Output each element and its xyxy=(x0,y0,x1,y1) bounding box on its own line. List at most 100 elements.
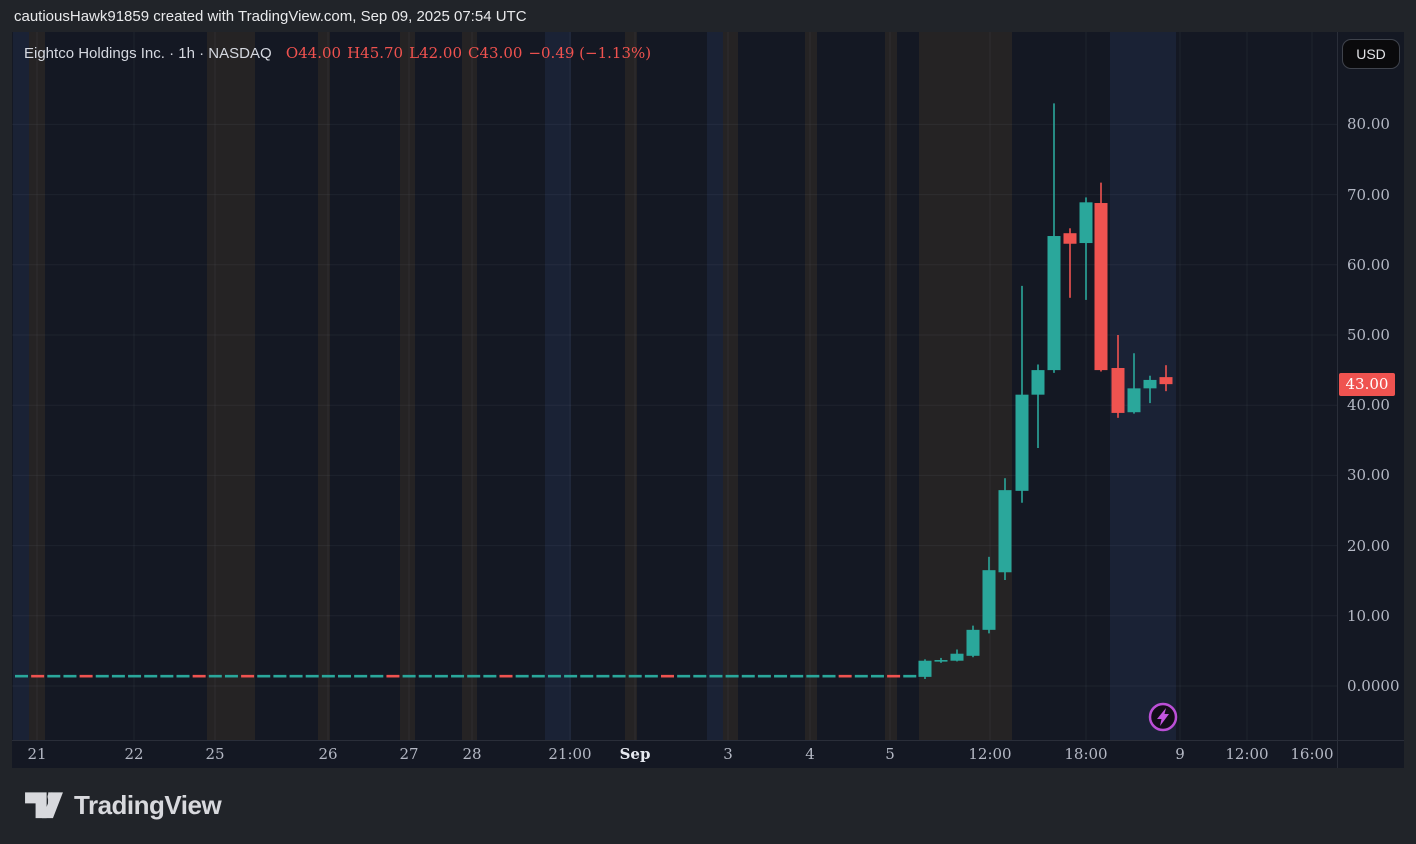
price-dash xyxy=(790,674,804,678)
price-dash xyxy=(47,674,61,678)
price-dash xyxy=(661,674,674,678)
candle-body xyxy=(1063,233,1077,244)
price-dash xyxy=(693,674,707,678)
price-tick-label: 80.00 xyxy=(1347,115,1390,134)
price-tick-label: 40.00 xyxy=(1347,396,1390,415)
time-tick-label: 12:00 xyxy=(1225,745,1269,763)
price-dash xyxy=(451,674,465,678)
price-dash xyxy=(580,674,594,678)
exchange-label: NASDAQ xyxy=(208,45,272,62)
tradingview-logo-icon xyxy=(25,792,63,819)
price-dash xyxy=(111,674,125,678)
price-dash xyxy=(273,674,287,678)
price-dash xyxy=(95,674,109,678)
price-dash xyxy=(31,674,45,678)
price-dash xyxy=(208,674,222,678)
ohlc-item: O44.00 xyxy=(285,44,342,62)
time-tick-label: 12:00 xyxy=(968,745,1012,763)
time-tick-label: 3 xyxy=(723,745,733,763)
price-dash xyxy=(854,674,868,678)
price-tick-label: 50.00 xyxy=(1347,326,1390,344)
price-dash xyxy=(806,674,820,678)
lightning-icon-bolt xyxy=(1157,708,1169,726)
time-tick-label: 18:00 xyxy=(1064,745,1108,763)
price-dash xyxy=(515,674,529,678)
price-dash xyxy=(725,674,739,678)
price-dash xyxy=(596,674,610,678)
price-dash xyxy=(709,674,723,678)
session-band xyxy=(13,32,29,740)
price-dash xyxy=(176,674,190,678)
price-dash xyxy=(386,674,400,678)
chart-container: Eightco Holdings Inc. · 1h · NASDAQ O44.… xyxy=(12,32,1404,768)
session-band xyxy=(919,32,1012,740)
candle-body xyxy=(934,660,948,662)
price-dash xyxy=(160,674,174,678)
change-value: −0.49 (−1.13%) xyxy=(528,44,652,62)
footer: TradingView xyxy=(0,768,1416,844)
time-axis[interactable]: 21 22 25 26 27 28 21:00 Sep 3 4 5 12:00 18:00 9 12:00 1… xyxy=(12,740,1404,768)
interval-label: 1h xyxy=(178,45,195,62)
session-band xyxy=(318,32,330,740)
candle-body xyxy=(1047,236,1061,371)
candle-body xyxy=(1079,202,1093,244)
session-band xyxy=(29,32,45,740)
ohlc-item: H45.70 xyxy=(347,44,404,62)
tradingview-logo[interactable]: TradingView xyxy=(24,788,222,822)
session-band xyxy=(723,32,738,740)
ohlc-item: C43.00 xyxy=(468,44,523,62)
price-dash xyxy=(321,674,335,678)
price-dash xyxy=(564,674,578,678)
snapshot-title: cautiousHawk91859 created with TradingVi… xyxy=(14,8,527,25)
time-tick-label: 28 xyxy=(462,745,482,763)
candle-body xyxy=(1127,388,1141,413)
candle-body xyxy=(1159,377,1173,385)
price-tick-label: 0.0000 xyxy=(1347,677,1400,695)
price-dash xyxy=(241,674,255,678)
price-dash xyxy=(838,674,852,678)
symbol-title: Eightco Holdings Inc. · 1h · NASDAQ xyxy=(24,45,272,62)
price-dash xyxy=(338,674,351,678)
time-tick-label: Sep xyxy=(619,745,651,763)
session-band xyxy=(462,32,477,740)
price-dash xyxy=(192,674,206,678)
price-dash xyxy=(612,674,626,678)
price-dash xyxy=(774,674,788,678)
session-band xyxy=(885,32,897,740)
price-dash xyxy=(644,674,658,678)
tradingview-logo-text: TradingView xyxy=(74,789,222,820)
price-axis[interactable]: USD 80.00 70.00 60.00 50.00 40.00 30.00 20.00 1… xyxy=(1337,32,1404,768)
ohlc-item: L42.00 xyxy=(409,44,463,62)
price-dash xyxy=(499,674,513,678)
candle-body xyxy=(1015,394,1029,491)
chart-pane[interactable]: Eightco Holdings Inc. · 1h · NASDAQ O44.… xyxy=(12,32,1337,740)
price-dash xyxy=(822,674,836,678)
candle-body xyxy=(1143,379,1157,389)
price-dash xyxy=(483,674,497,678)
candle-body xyxy=(918,660,932,677)
price-tick-label: 70.00 xyxy=(1347,185,1390,204)
price-dash xyxy=(467,674,481,678)
time-tick-label: 9 xyxy=(1175,745,1185,763)
price-dash xyxy=(370,674,384,678)
session-band xyxy=(805,32,817,740)
price-dash xyxy=(903,674,917,678)
price-dash xyxy=(305,674,319,678)
price-dash xyxy=(757,674,771,678)
time-tick-label: 27 xyxy=(399,745,419,763)
time-tick-label: 25 xyxy=(205,745,225,763)
price-dash xyxy=(257,674,271,678)
price-dash xyxy=(677,674,691,678)
price-tick-label: 10.00 xyxy=(1347,606,1390,625)
time-tick-label: 21:00 xyxy=(548,745,592,763)
price-dash xyxy=(289,674,303,678)
price-dash xyxy=(887,674,901,678)
candle-body xyxy=(998,490,1012,573)
candlestick-chart xyxy=(12,32,1337,740)
price-tick-label: 60.00 xyxy=(1347,255,1390,274)
ohlc-values: O44.00 H45.70 L42.00 C43.00 −0.49 (−1.13%) xyxy=(286,44,657,62)
price-dash xyxy=(628,674,642,678)
price-dash xyxy=(741,674,755,678)
candle-body xyxy=(982,570,996,630)
currency-button[interactable]: USD xyxy=(1342,39,1400,69)
